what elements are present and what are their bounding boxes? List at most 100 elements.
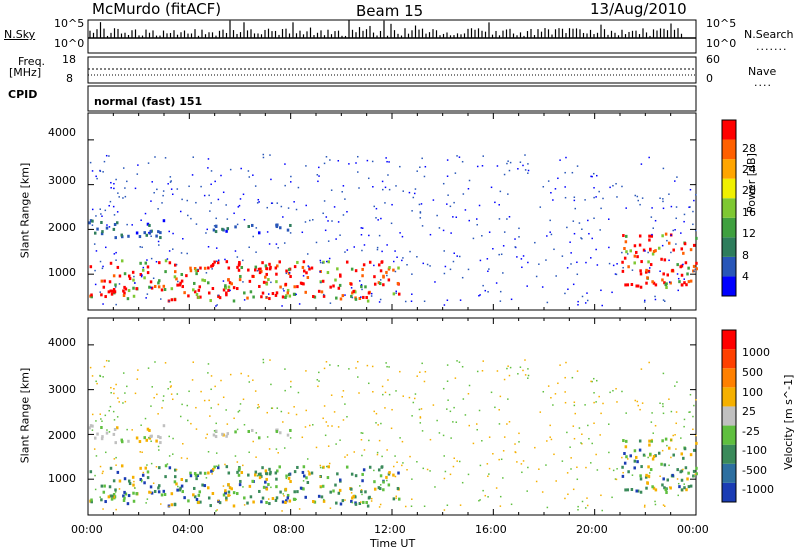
power-speck bbox=[498, 218, 501, 220]
power-speck bbox=[608, 262, 611, 265]
power-speck bbox=[325, 156, 328, 158]
power-speck bbox=[254, 185, 257, 187]
power-cell bbox=[222, 288, 226, 292]
velocity-ytick-4000: 4000 bbox=[48, 336, 76, 349]
power-speck bbox=[436, 214, 438, 217]
colorbar-swatch bbox=[722, 120, 736, 140]
power-cell bbox=[194, 268, 198, 272]
velocity-speck bbox=[432, 404, 435, 406]
velocity-speck bbox=[168, 435, 170, 438]
power-cell bbox=[100, 232, 104, 236]
velocity-speck bbox=[514, 451, 516, 453]
velocity-speck bbox=[266, 436, 269, 438]
power-cell bbox=[257, 267, 261, 271]
power-speck bbox=[307, 265, 310, 267]
velocity-cell bbox=[247, 473, 250, 477]
power-speck bbox=[631, 269, 634, 271]
power-speck bbox=[564, 196, 567, 199]
velocity-cell bbox=[268, 472, 272, 476]
power-speck bbox=[550, 233, 553, 236]
velocity-cell bbox=[338, 488, 342, 492]
velocity-cell bbox=[236, 470, 239, 474]
velocity-speck bbox=[482, 360, 484, 362]
power-speck bbox=[481, 165, 484, 167]
velocity-speck bbox=[535, 480, 538, 483]
velocity-speck bbox=[549, 424, 551, 427]
power-speck bbox=[651, 207, 653, 209]
power-cell bbox=[211, 262, 215, 266]
power-speck bbox=[461, 160, 464, 163]
velocity-cell bbox=[164, 464, 168, 468]
power-speck bbox=[344, 251, 346, 253]
power-speck bbox=[169, 176, 172, 178]
velocity-cell bbox=[179, 486, 182, 490]
velocity-speck bbox=[157, 413, 159, 415]
velocity-cell bbox=[683, 447, 687, 451]
velocity-speck bbox=[101, 420, 103, 422]
power-speck bbox=[566, 226, 568, 229]
velocity-speck bbox=[234, 455, 237, 457]
velocity-speck bbox=[689, 411, 691, 413]
power-speck bbox=[449, 268, 452, 271]
velocity-speck bbox=[578, 427, 581, 429]
power-speck bbox=[353, 246, 356, 248]
velocity-cell bbox=[217, 499, 220, 503]
velocity-speck bbox=[262, 358, 265, 361]
power-speck bbox=[176, 188, 179, 190]
power-speck bbox=[490, 186, 493, 189]
power-speck bbox=[368, 234, 370, 237]
power-cell bbox=[664, 283, 667, 287]
power-cell bbox=[199, 295, 202, 299]
velocity-speck bbox=[494, 406, 496, 409]
velocity-speck bbox=[625, 412, 627, 414]
velocity-speck bbox=[284, 368, 286, 370]
power-speck bbox=[91, 224, 94, 226]
velocity-cell bbox=[189, 474, 193, 478]
power-cell bbox=[240, 266, 244, 270]
power-speck bbox=[608, 218, 610, 220]
velocity-cell bbox=[124, 492, 128, 496]
power-speck bbox=[410, 300, 413, 303]
velocity-speck bbox=[186, 457, 188, 460]
power-cell bbox=[354, 269, 358, 273]
power-cell bbox=[236, 265, 239, 269]
velocity-speck bbox=[151, 386, 153, 388]
power-cell bbox=[159, 231, 162, 235]
power-speck bbox=[341, 191, 343, 193]
power-speck bbox=[99, 208, 101, 210]
velocity-speck bbox=[190, 422, 192, 425]
power-speck bbox=[499, 300, 502, 302]
velocity-speck bbox=[180, 457, 183, 459]
colorbar-swatch bbox=[722, 463, 736, 483]
power-speck bbox=[581, 237, 583, 240]
velocity-cell bbox=[89, 470, 93, 474]
power-speck bbox=[101, 267, 104, 270]
velocity-ylabel: Slant Range [km] bbox=[18, 367, 32, 464]
velocity-cell bbox=[192, 493, 195, 497]
power-speck bbox=[670, 251, 672, 254]
power-speck bbox=[621, 185, 623, 188]
power-speck bbox=[192, 156, 195, 158]
velocity-speck bbox=[186, 404, 189, 407]
power-speck bbox=[521, 266, 523, 269]
velocity-speck bbox=[443, 509, 446, 511]
power-speck bbox=[694, 268, 697, 270]
power-cell bbox=[112, 274, 116, 278]
velocity-speck bbox=[492, 452, 494, 455]
power-cell bbox=[259, 267, 262, 271]
power-speck bbox=[237, 206, 240, 208]
velocity-cell bbox=[633, 459, 637, 463]
velocity-speck bbox=[93, 448, 96, 450]
velocity-cell bbox=[351, 496, 354, 500]
power-speck bbox=[500, 253, 503, 256]
power-speck bbox=[161, 202, 163, 204]
power-speck bbox=[640, 163, 643, 165]
velocity-speck bbox=[456, 460, 458, 462]
velocity-cell bbox=[388, 471, 391, 475]
power-cell bbox=[198, 285, 202, 289]
power-speck bbox=[327, 240, 330, 242]
power-speck bbox=[275, 243, 278, 245]
velocity-cell bbox=[183, 496, 186, 500]
power-cell bbox=[683, 281, 686, 285]
velocity-cell bbox=[667, 446, 671, 450]
